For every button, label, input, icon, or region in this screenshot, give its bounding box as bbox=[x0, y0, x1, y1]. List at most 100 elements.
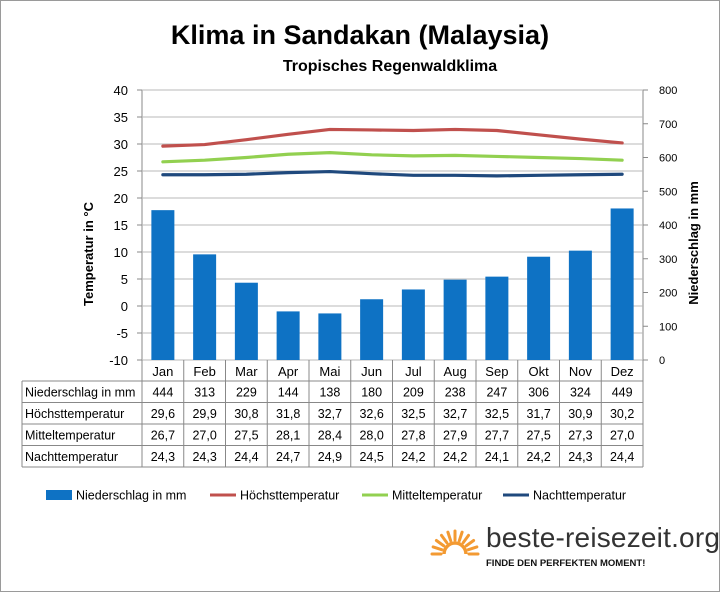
line-series-2 bbox=[161, 151, 624, 164]
table-cell: 247 bbox=[486, 385, 507, 399]
x-tick-label: Okt bbox=[529, 364, 550, 379]
table-cell: 24,1 bbox=[485, 450, 509, 464]
table-cell: 24,3 bbox=[192, 450, 216, 464]
y-tick-left: 40 bbox=[114, 83, 128, 98]
x-tick-label: Feb bbox=[193, 364, 215, 379]
legend-swatch bbox=[46, 490, 72, 500]
chart-title: Klima in Sandakan (Malaysia) bbox=[170, 20, 550, 50]
y-tick-left: 15 bbox=[114, 218, 128, 233]
table-row-header: Mitteltemperatur bbox=[25, 428, 115, 442]
table-cell: 24,2 bbox=[401, 450, 425, 464]
table-cell: 24,5 bbox=[359, 450, 383, 464]
table-cell: 32,6 bbox=[359, 407, 383, 421]
sun-ray bbox=[466, 545, 479, 552]
sun-ray bbox=[457, 530, 464, 543]
table-row-header: Niederschlag in mm bbox=[25, 385, 135, 399]
legend-label: Niederschlag in mm bbox=[76, 489, 186, 503]
table-cell: 32,7 bbox=[318, 407, 342, 421]
table-cell: 27,5 bbox=[234, 428, 258, 442]
y-tick-left: -5 bbox=[116, 326, 128, 341]
table-cell: 27,0 bbox=[192, 428, 216, 442]
bar-niederschlag bbox=[568, 250, 592, 360]
y-tick-left: 10 bbox=[114, 245, 128, 260]
table-cell: 229 bbox=[236, 385, 257, 399]
x-tick-label: Jul bbox=[405, 364, 422, 379]
line-series-1 bbox=[161, 127, 624, 148]
y-tick-right: 200 bbox=[659, 288, 677, 300]
table-row-header: Nachttemperatur bbox=[25, 450, 118, 464]
x-tick-label: Aug bbox=[444, 364, 467, 379]
table-cell: 324 bbox=[570, 385, 591, 399]
y-tick-right: 100 bbox=[659, 321, 677, 333]
table-cell: 30,2 bbox=[610, 407, 634, 421]
y-tick-right: 500 bbox=[659, 186, 677, 198]
table-cell: 27,3 bbox=[568, 428, 592, 442]
table-cell: 313 bbox=[194, 385, 215, 399]
y-axis-title-left: Temperatur in °C bbox=[81, 201, 96, 306]
y-tick-right: 0 bbox=[659, 355, 665, 367]
table-cell: 449 bbox=[612, 385, 633, 399]
bar-niederschlag bbox=[610, 208, 634, 360]
line-series-3 bbox=[161, 169, 624, 178]
sun-ray bbox=[434, 538, 446, 548]
sun-ray bbox=[446, 530, 453, 543]
table-cell: 28,4 bbox=[318, 428, 342, 442]
x-tick-label: Nov bbox=[569, 364, 593, 379]
legend-label: Höchsttemperatur bbox=[240, 489, 339, 503]
table-cell: 306 bbox=[528, 385, 549, 399]
table-cell: 24,4 bbox=[610, 450, 634, 464]
bar-niederschlag bbox=[527, 256, 551, 360]
y-tick-right: 300 bbox=[659, 254, 677, 266]
table-cell: 138 bbox=[319, 385, 340, 399]
y-tick-left: -10 bbox=[109, 353, 128, 368]
branding: beste-reisezeit.org FINDE DEN PERFEKTEN … bbox=[430, 522, 720, 582]
y-tick-left: 35 bbox=[114, 110, 128, 125]
table-cell: 30,8 bbox=[234, 407, 258, 421]
y-tick-right: 800 bbox=[659, 85, 677, 97]
table-cell: 32,5 bbox=[485, 407, 509, 421]
table-cell: 24,3 bbox=[568, 450, 592, 464]
table-cell: 29,9 bbox=[192, 407, 216, 421]
x-tick-label: Sep bbox=[485, 364, 508, 379]
table-cell: 24,2 bbox=[443, 450, 467, 464]
table-cell: 27,0 bbox=[610, 428, 634, 442]
table-cell: 180 bbox=[361, 385, 382, 399]
sun-logo-icon bbox=[430, 529, 480, 556]
table-cell: 31,8 bbox=[276, 407, 300, 421]
table-cell: 144 bbox=[278, 385, 299, 399]
y-tick-left: 25 bbox=[114, 164, 128, 179]
x-tick-label: Dez bbox=[611, 364, 634, 379]
table-cell: 27,7 bbox=[485, 428, 509, 442]
bar-niederschlag bbox=[485, 276, 509, 360]
y-tick-right: 700 bbox=[659, 119, 677, 131]
table-cell: 238 bbox=[445, 385, 466, 399]
table-cell: 27,9 bbox=[443, 428, 467, 442]
sun-ray bbox=[439, 533, 449, 545]
table-cell: 27,8 bbox=[401, 428, 425, 442]
bar-niederschlag bbox=[151, 210, 175, 360]
bar-niederschlag bbox=[318, 313, 342, 360]
table-cell: 24,7 bbox=[276, 450, 300, 464]
sun-ray bbox=[461, 533, 471, 545]
sun-ray bbox=[431, 545, 444, 552]
table-cell: 28,0 bbox=[359, 428, 383, 442]
legend-label: Nachttemperatur bbox=[533, 489, 626, 503]
bar-niederschlag bbox=[360, 299, 384, 360]
x-tick-label: Jan bbox=[152, 364, 173, 379]
bar-niederschlag bbox=[276, 311, 300, 360]
x-tick-label: Jun bbox=[361, 364, 382, 379]
sun-ray bbox=[464, 538, 476, 548]
table-cell: 30,9 bbox=[568, 407, 592, 421]
x-tick-label: Apr bbox=[278, 364, 299, 379]
y-axis-title-right: Niederschlag in mm bbox=[686, 181, 701, 305]
table-cell: 29,6 bbox=[151, 407, 175, 421]
table-cell: 28,1 bbox=[276, 428, 300, 442]
table-cell: 31,7 bbox=[526, 407, 550, 421]
brand-slogan: FINDE DEN PERFEKTEN MOMENT! bbox=[486, 558, 646, 569]
y-tick-left: 30 bbox=[114, 137, 128, 152]
x-tick-label: Mar bbox=[235, 364, 258, 379]
table-cell: 32,5 bbox=[401, 407, 425, 421]
table-cell: 26,7 bbox=[151, 428, 175, 442]
y-tick-left: 5 bbox=[121, 272, 128, 287]
